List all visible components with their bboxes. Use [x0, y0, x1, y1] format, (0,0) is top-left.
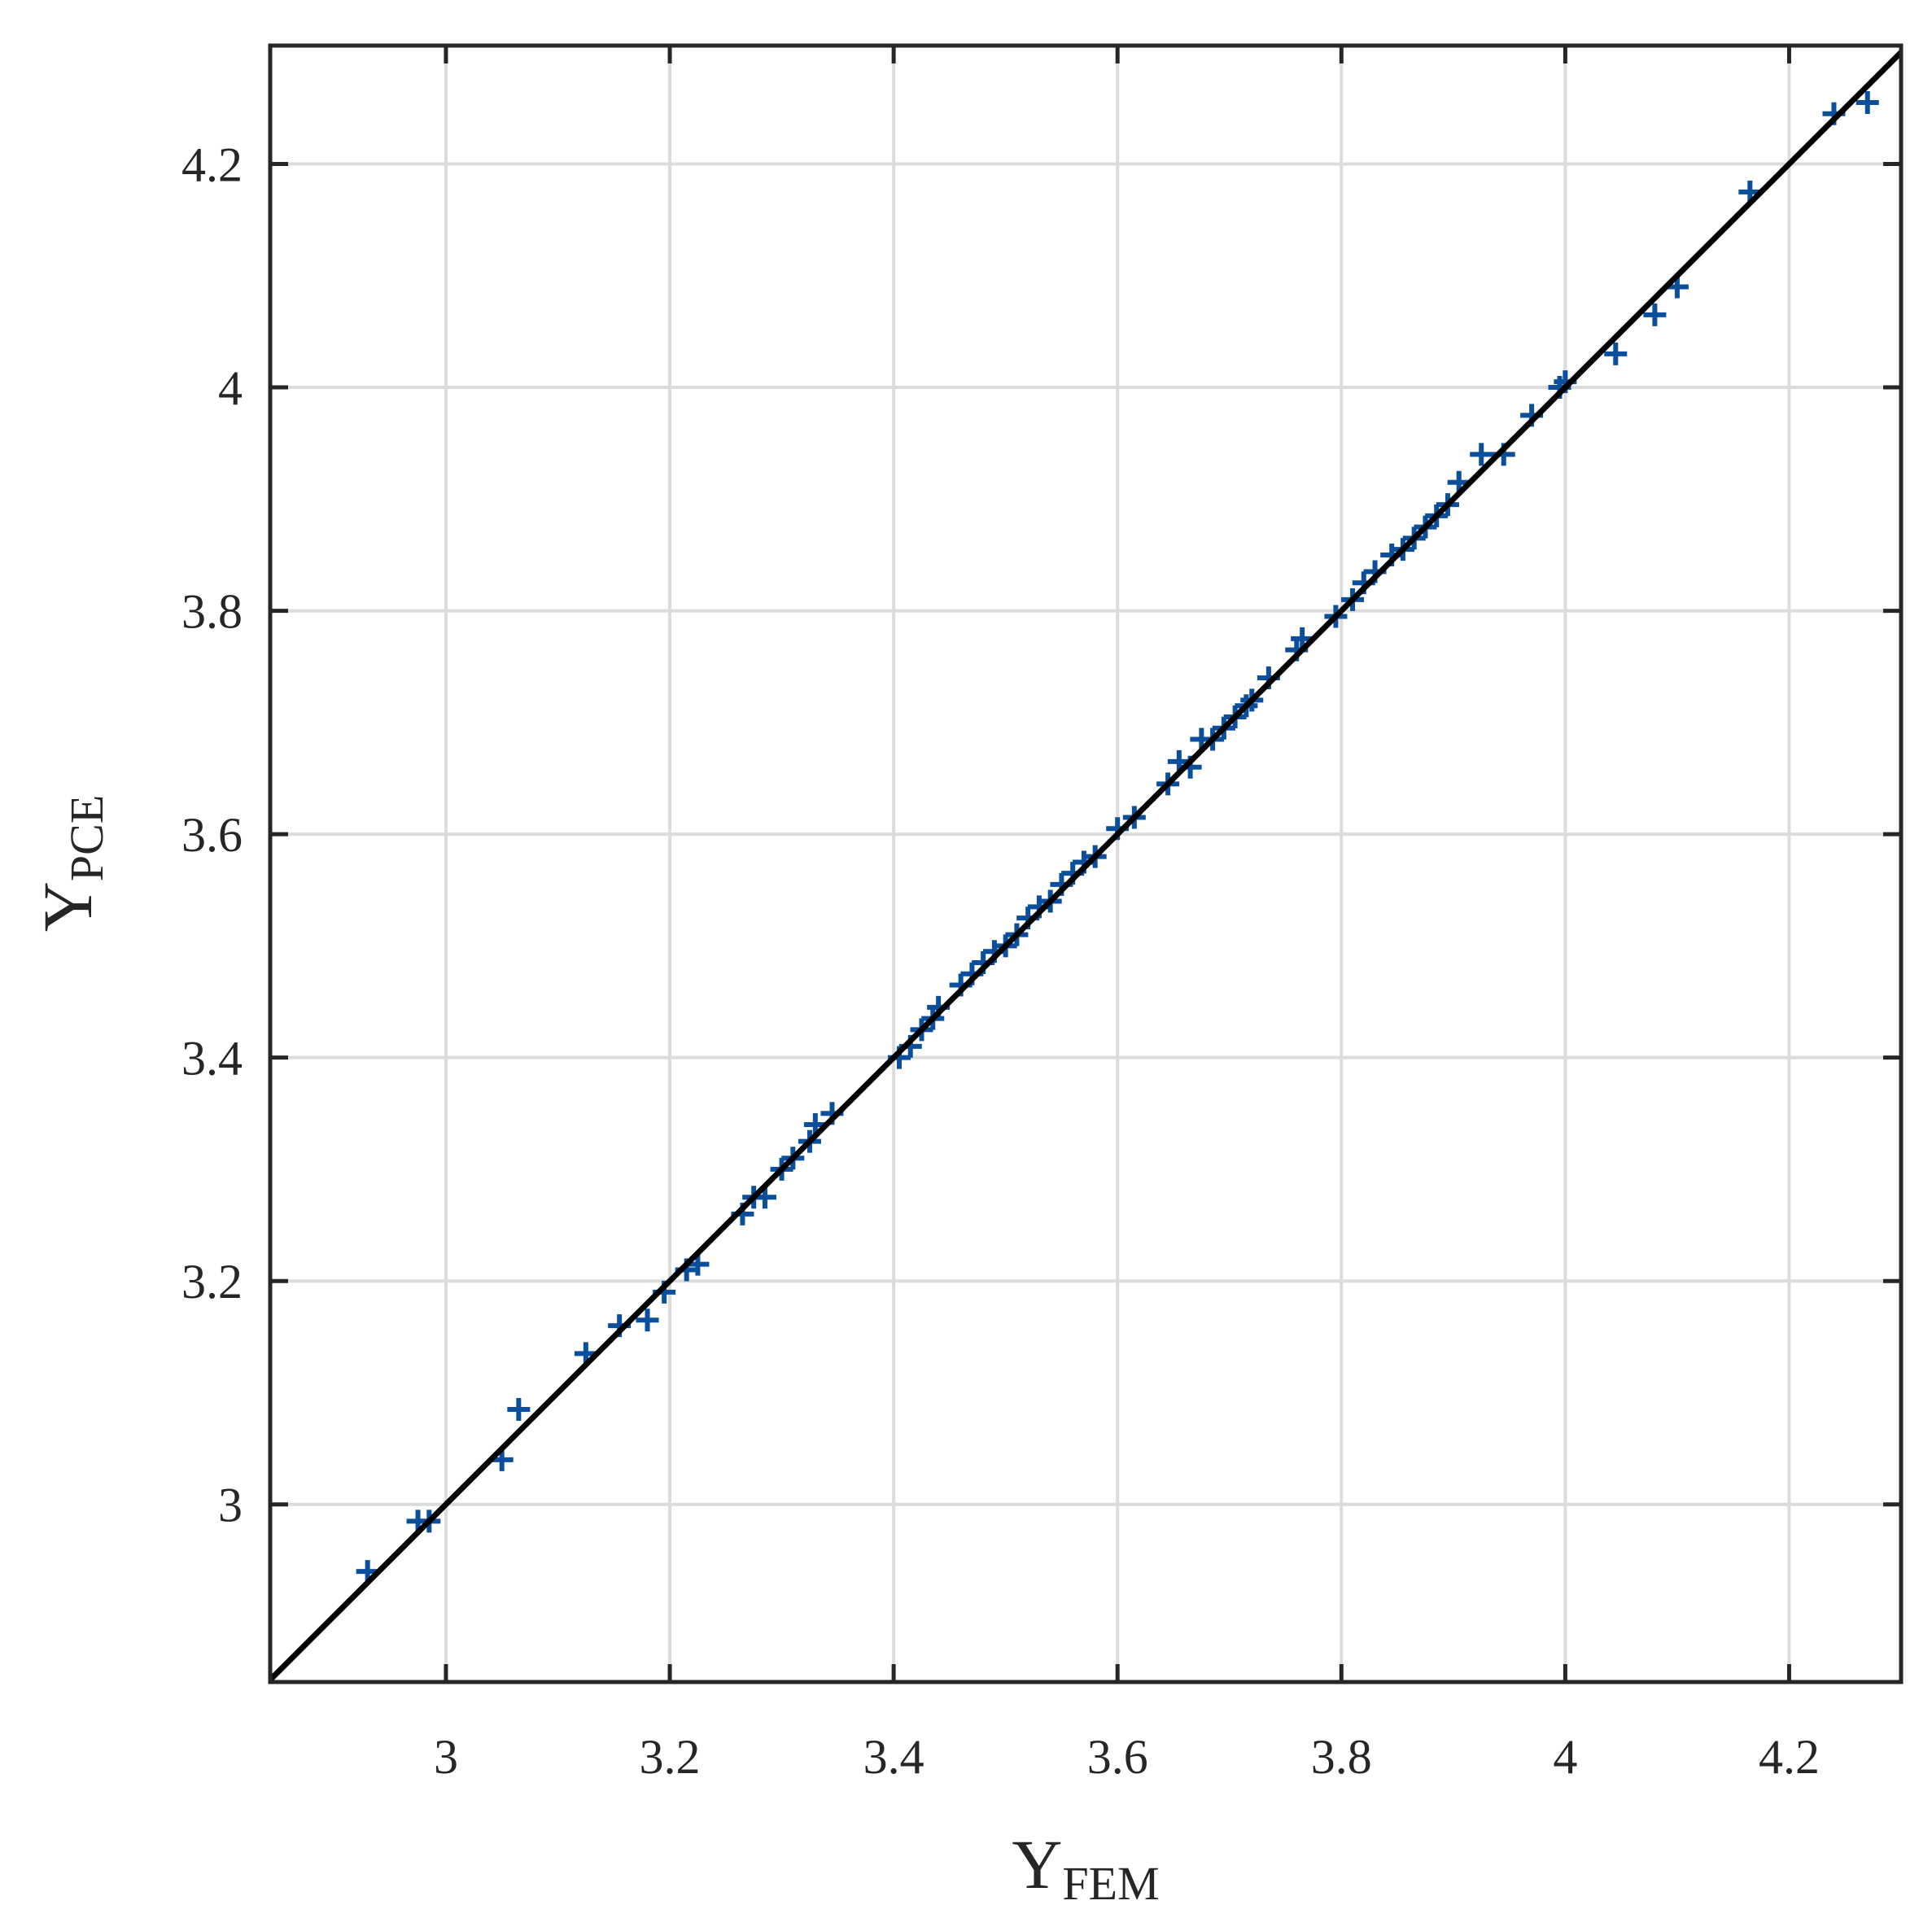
- x-label-sub: FEM: [1062, 1857, 1159, 1910]
- x-tick-label: 3.8: [1311, 1730, 1372, 1784]
- data-point: [1856, 91, 1879, 115]
- y-label-main: Y: [28, 881, 107, 932]
- y-tick-label: 3: [218, 1479, 243, 1532]
- y-axis-label: YPCE: [28, 795, 113, 932]
- y-tick-label: 3.8: [181, 585, 243, 639]
- y-tick-label: 4.2: [181, 138, 243, 192]
- y-label-sub: PCE: [60, 795, 113, 881]
- x-tick-label: 4.2: [1759, 1730, 1820, 1784]
- y-tick-label: 3.2: [181, 1255, 243, 1309]
- x-tick-label: 3.6: [1087, 1730, 1148, 1784]
- x-axis-label: YFEM: [1012, 1825, 1159, 1910]
- data-point: [1470, 443, 1493, 466]
- reference-line: [270, 50, 1901, 1682]
- y-tick-label: 3.6: [181, 808, 243, 862]
- y-tick-label: 4: [218, 361, 243, 415]
- x-tick-label: 3.2: [640, 1730, 701, 1784]
- x-tick-label: 3: [434, 1730, 458, 1784]
- data-point: [507, 1398, 531, 1422]
- plot-frame: [268, 43, 1904, 1684]
- data-point: [636, 1309, 659, 1332]
- x-tick-label: 4: [1553, 1730, 1577, 1784]
- x-tick-label: 3.4: [863, 1730, 924, 1784]
- data-point: [1604, 342, 1628, 365]
- data-point: [1643, 303, 1667, 326]
- y-tick-label: 3.4: [181, 1032, 243, 1086]
- x-label-main: Y: [1012, 1825, 1062, 1903]
